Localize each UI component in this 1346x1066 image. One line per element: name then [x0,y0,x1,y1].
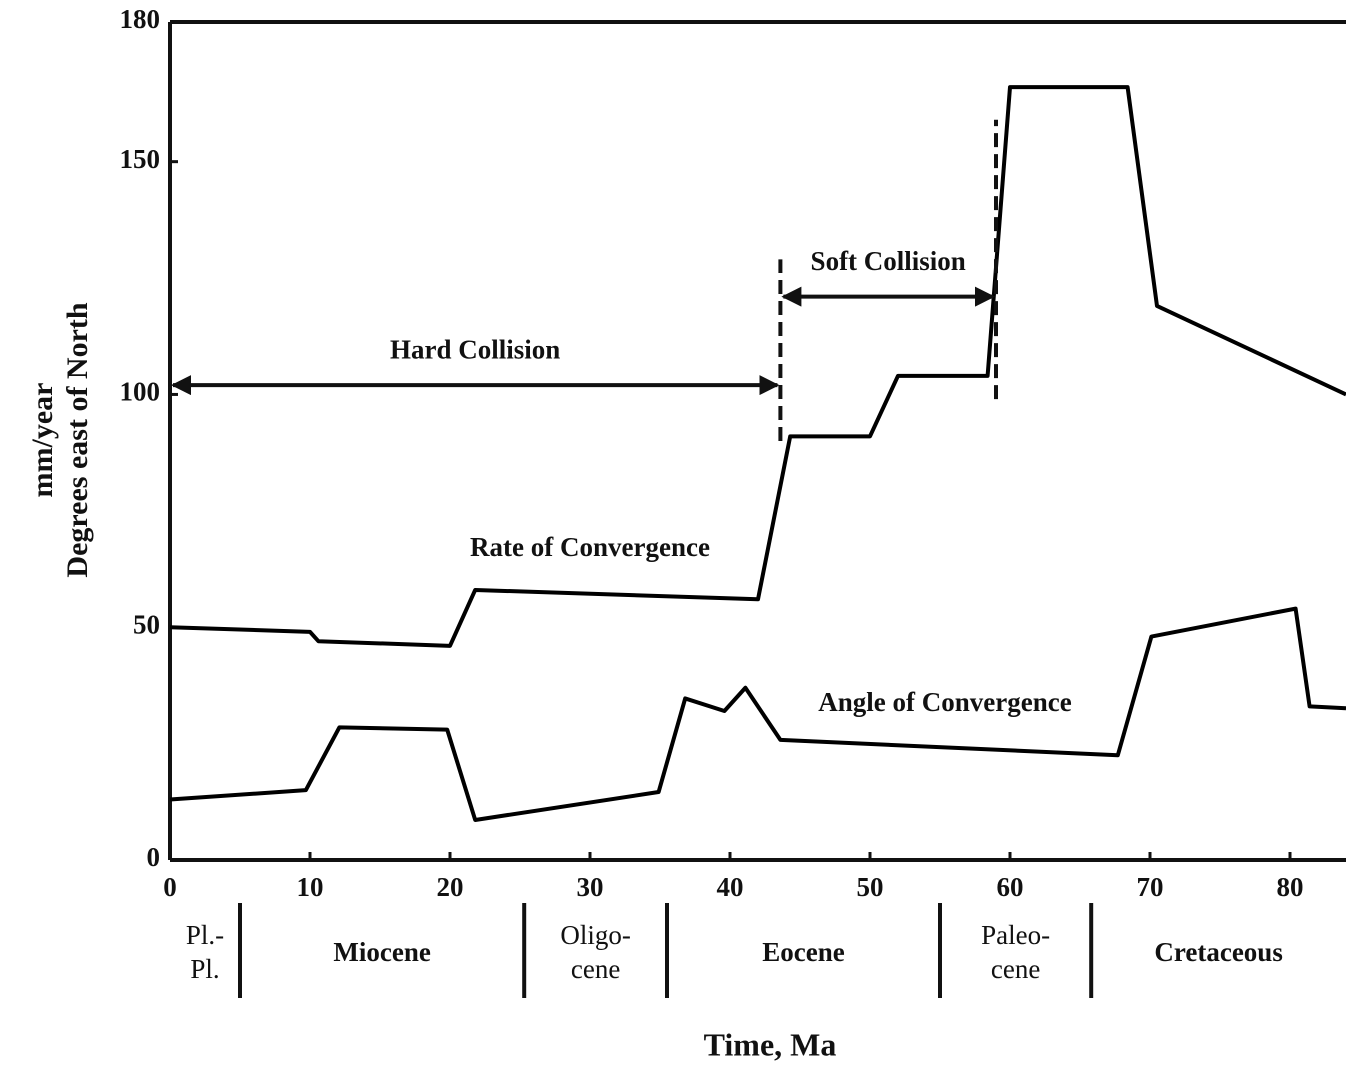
y-tick-label: 0 [147,842,161,872]
epoch-label: Cretaceous [1154,937,1282,967]
series-label: Angle of Convergence [818,687,1071,717]
y-tick-label: 150 [120,144,161,174]
x-tick-label: 70 [1137,872,1164,902]
epoch-label: Paleo- [981,920,1050,950]
epoch-label: Pl.- [186,920,224,950]
epoch-label: Oligo- [560,920,631,950]
x-tick-label: 10 [297,872,324,902]
x-tick-label: 30 [577,872,604,902]
epoch-label: Miocene [333,937,430,967]
y-tick-label: 50 [133,609,160,639]
epoch-label: Pl. [190,954,219,984]
series-line [169,85,1346,648]
y-tick-label: 180 [120,4,161,34]
epoch-label: Eocene [762,937,844,967]
x-axis-title: Time, Ma [704,1026,837,1062]
y-axis-title: mm/year [26,383,59,498]
x-tick-label: 50 [857,872,884,902]
series-line [169,606,1346,822]
x-tick-label: 0 [163,872,177,902]
x-tick-label: 20 [437,872,464,902]
epoch-label: cene [991,954,1040,984]
x-tick-label: 80 [1277,872,1304,902]
y-axis-title: Degrees east of North [61,302,94,578]
series-label: Rate of Convergence [470,532,710,562]
x-tick-label: 60 [997,872,1024,902]
x-tick-label: 40 [717,872,744,902]
period-label: Hard Collision [390,334,560,364]
y-tick-label: 100 [120,377,161,407]
period-label: Soft Collision [811,246,966,276]
epoch-label: cene [571,954,620,984]
